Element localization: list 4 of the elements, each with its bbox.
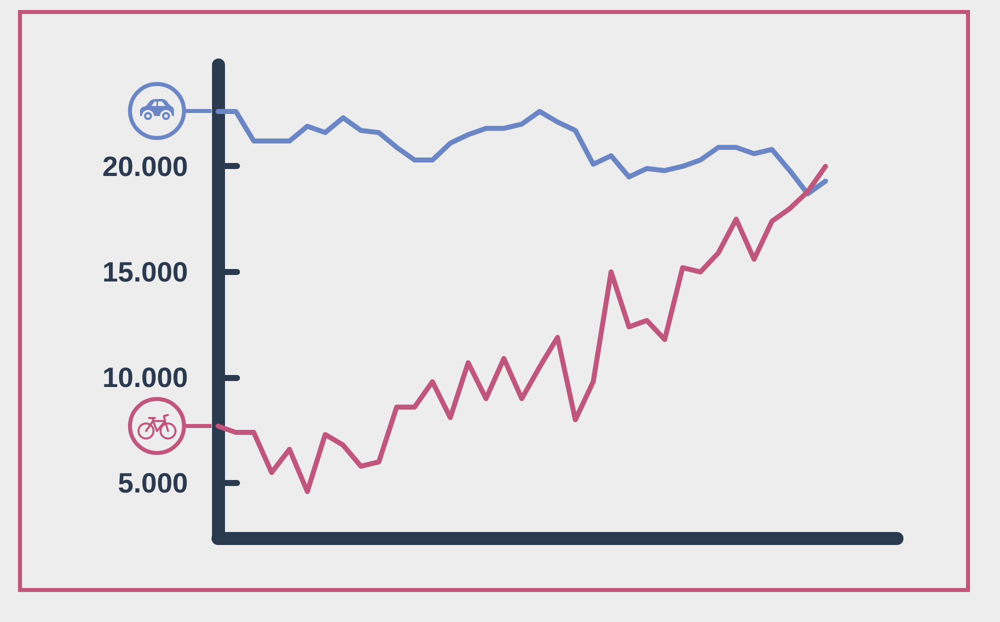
y-tick-label: 15.000 [102,256,188,288]
y-tick-label: 10.000 [102,362,188,394]
y-tick-label: 5.000 [118,468,188,499]
y-tick-label: 20.000 [102,150,188,182]
